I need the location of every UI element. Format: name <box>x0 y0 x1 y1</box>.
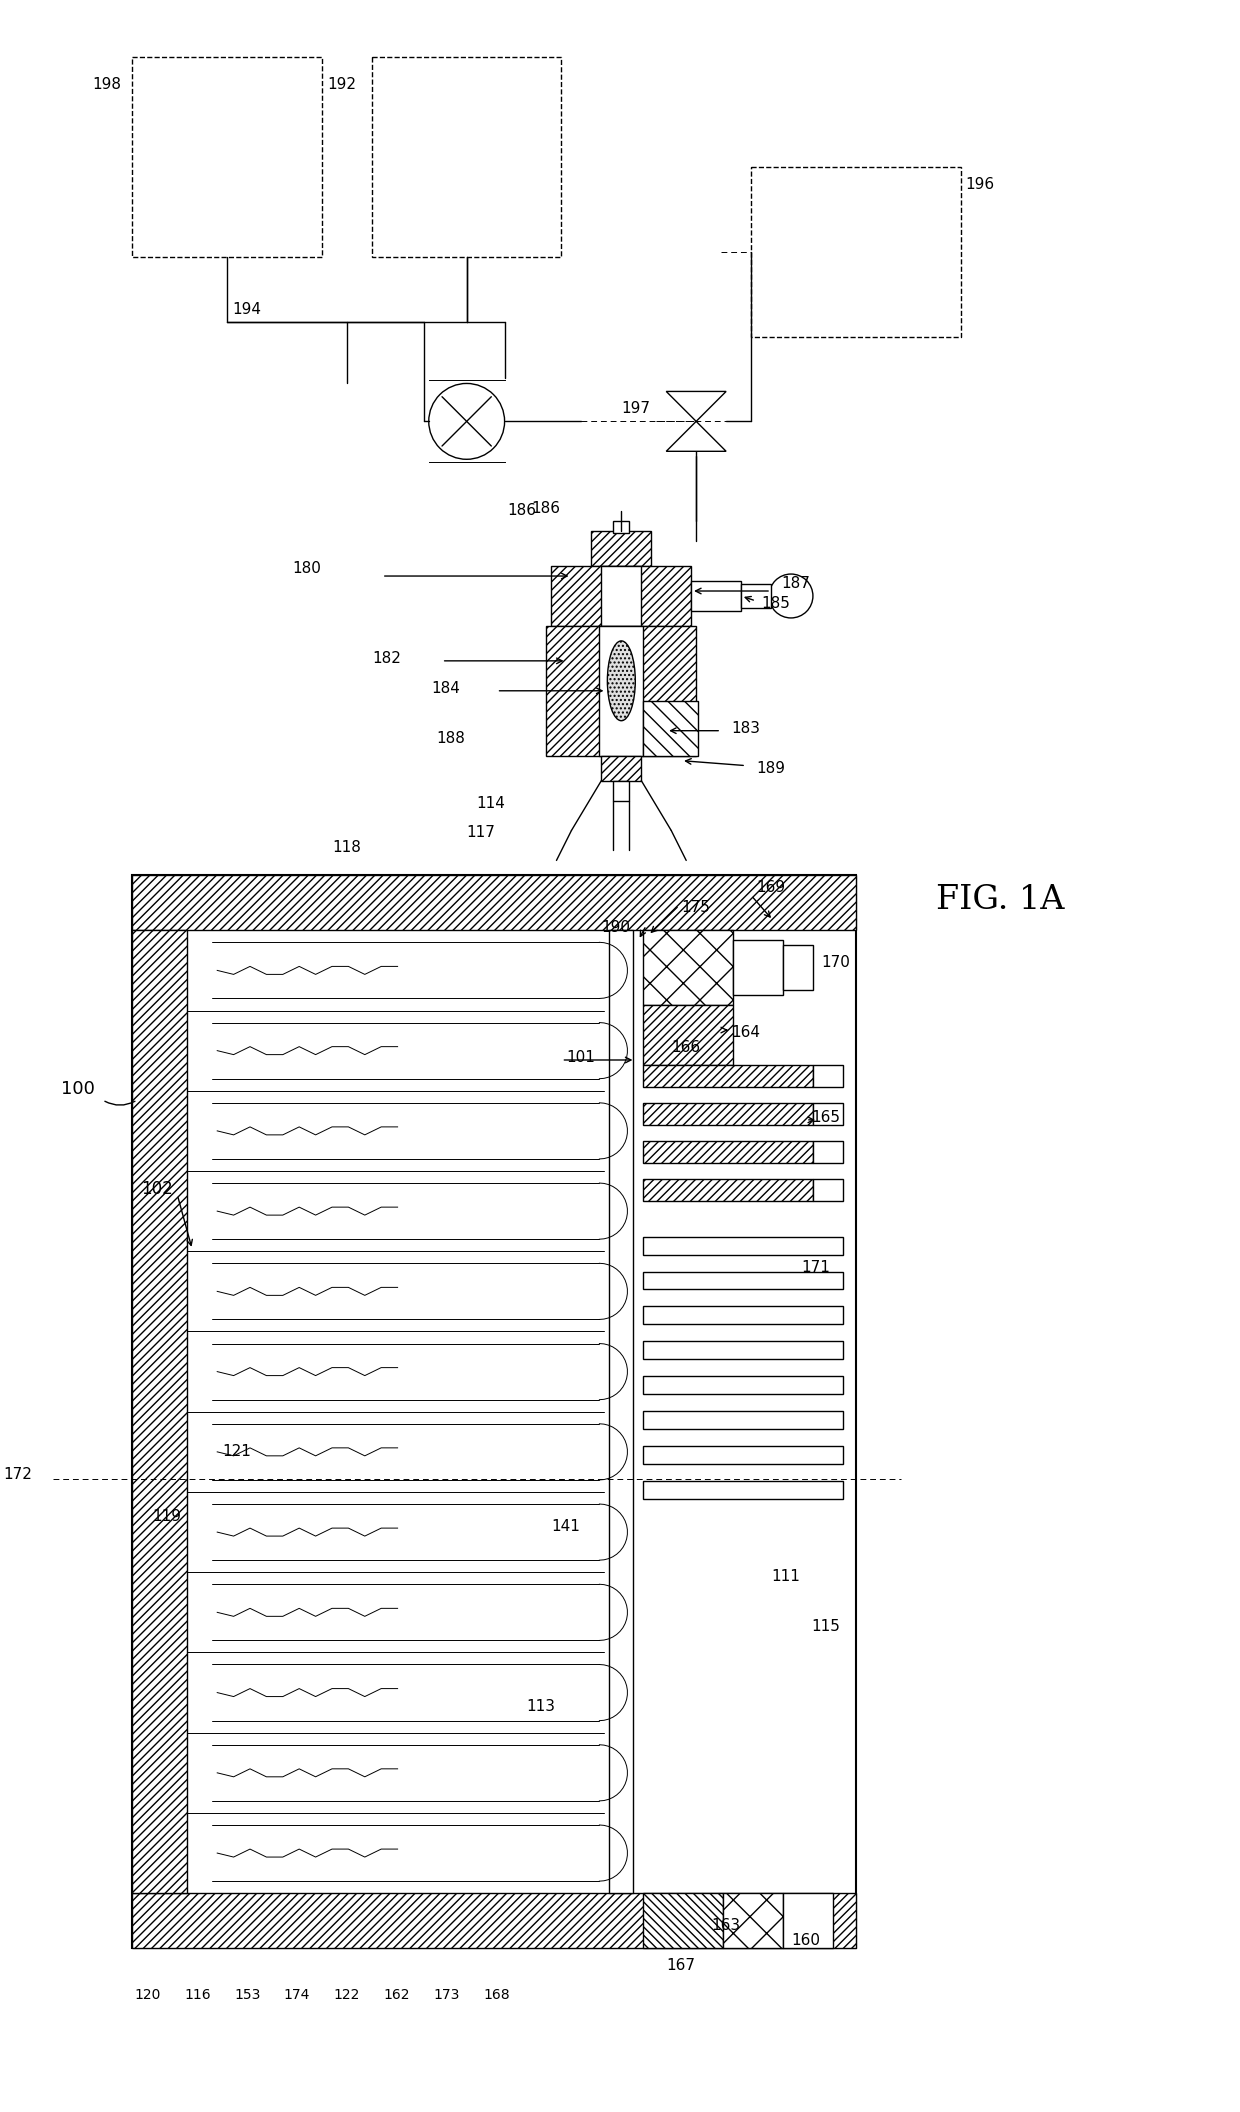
Bar <box>644 701 698 756</box>
Text: 198: 198 <box>93 78 122 93</box>
Text: 121: 121 <box>222 1445 250 1459</box>
Bar <box>644 1140 813 1164</box>
Text: 116: 116 <box>184 1987 211 2002</box>
Text: 172: 172 <box>4 1466 32 1483</box>
Text: 170: 170 <box>821 955 849 969</box>
Text: 173: 173 <box>434 1987 460 2002</box>
Text: 187: 187 <box>781 577 810 591</box>
Text: 102: 102 <box>141 1181 174 1198</box>
Bar <box>133 874 856 1947</box>
Bar <box>644 1411 843 1430</box>
Text: 120: 120 <box>134 1987 160 2002</box>
Text: 111: 111 <box>771 1569 800 1584</box>
Bar <box>691 581 742 610</box>
Text: 160: 160 <box>791 1932 820 1947</box>
Text: 113: 113 <box>527 1698 556 1713</box>
Bar <box>547 625 696 756</box>
Bar <box>644 1341 843 1360</box>
Text: 167: 167 <box>666 1958 696 1973</box>
Bar <box>751 167 961 336</box>
Bar <box>552 566 691 625</box>
Bar <box>644 1377 843 1394</box>
Bar <box>644 1307 843 1324</box>
Text: 183: 183 <box>732 720 760 735</box>
Bar <box>601 756 641 781</box>
Polygon shape <box>666 422 727 452</box>
Bar <box>591 530 651 566</box>
Polygon shape <box>666 391 727 422</box>
Bar <box>133 929 187 1892</box>
Text: 114: 114 <box>476 796 506 811</box>
Text: 119: 119 <box>153 1508 181 1525</box>
Bar <box>372 57 562 258</box>
Bar <box>644 1238 843 1255</box>
Text: 192: 192 <box>327 78 356 93</box>
Text: 186: 186 <box>507 503 536 517</box>
Text: 153: 153 <box>234 1987 260 2002</box>
Text: 182: 182 <box>372 650 401 665</box>
Bar <box>733 940 782 995</box>
Text: 184: 184 <box>432 680 460 695</box>
Text: 101: 101 <box>567 1050 595 1064</box>
Bar <box>644 929 733 1005</box>
Text: 166: 166 <box>671 1039 701 1056</box>
Bar <box>782 1892 833 1947</box>
Bar <box>813 1178 843 1202</box>
Text: 185: 185 <box>761 596 790 610</box>
Bar <box>644 1892 723 1947</box>
Bar <box>644 1064 813 1088</box>
Text: 118: 118 <box>332 841 361 855</box>
Text: 162: 162 <box>383 1987 410 2002</box>
Bar <box>813 1064 843 1088</box>
Bar <box>813 1102 843 1126</box>
Text: 196: 196 <box>966 177 994 192</box>
Bar <box>742 585 771 608</box>
Text: 188: 188 <box>436 731 465 746</box>
Bar <box>133 874 856 929</box>
Bar <box>644 1271 843 1290</box>
Bar <box>644 1178 813 1202</box>
Text: 163: 163 <box>712 1918 740 1932</box>
Bar <box>644 1102 813 1126</box>
Ellipse shape <box>608 640 635 720</box>
Bar <box>133 57 322 258</box>
Bar <box>599 625 644 756</box>
Bar <box>813 1140 843 1164</box>
Text: 164: 164 <box>732 1024 760 1039</box>
Text: 169: 169 <box>756 881 785 895</box>
Bar <box>614 522 630 532</box>
Text: 180: 180 <box>293 562 321 577</box>
Text: 117: 117 <box>466 826 496 841</box>
Text: FIG. 1A: FIG. 1A <box>936 885 1065 917</box>
Text: 115: 115 <box>811 1618 839 1635</box>
Text: 175: 175 <box>681 900 711 914</box>
Text: 194: 194 <box>232 302 262 317</box>
Bar <box>782 946 813 991</box>
Text: 189: 189 <box>756 760 785 775</box>
Text: 190: 190 <box>601 921 630 936</box>
Bar <box>133 1892 856 1947</box>
Bar <box>609 929 634 1892</box>
Text: 100: 100 <box>61 1079 94 1098</box>
Bar <box>614 781 630 800</box>
Text: 171: 171 <box>801 1259 830 1274</box>
Bar <box>601 566 641 625</box>
Text: 122: 122 <box>334 1987 360 2002</box>
Text: 165: 165 <box>811 1111 839 1126</box>
Bar <box>644 1005 733 1064</box>
Text: 197: 197 <box>621 401 650 416</box>
Bar <box>644 1481 843 1500</box>
Bar <box>644 1447 843 1464</box>
Bar <box>723 1892 782 1947</box>
Text: 174: 174 <box>284 1987 310 2002</box>
Text: 186: 186 <box>532 501 560 515</box>
Text: 168: 168 <box>484 1987 510 2002</box>
Text: 141: 141 <box>552 1519 580 1533</box>
